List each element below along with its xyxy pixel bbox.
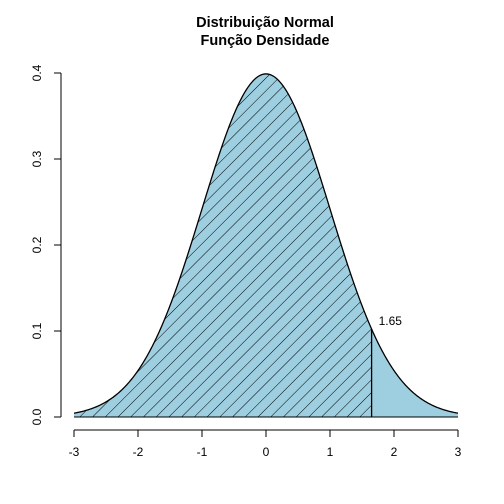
y-tick-label: 0.1	[30, 322, 44, 339]
chart-subtitle: Função Densidade	[201, 33, 330, 49]
x-tick-label: 2	[391, 445, 398, 459]
x-tick-label: 3	[455, 445, 462, 459]
y-tick-label: 0.2	[30, 236, 44, 253]
x-tick-label: -2	[133, 445, 144, 459]
x-tick-label: 0	[263, 445, 270, 459]
x-tick-label: -3	[69, 445, 80, 459]
x-tick-label: -1	[197, 445, 208, 459]
y-tick-label: 0.3	[30, 150, 44, 167]
x-axis: -3 -2 -1 0 1 2 3	[69, 429, 462, 459]
y-axis: 0.0 0.1 0.2 0.3 0.4	[30, 64, 62, 425]
y-tick-label: 0.4	[30, 64, 44, 81]
cutoff-label: 1.65	[379, 314, 403, 328]
x-tick-label: 1	[327, 445, 334, 459]
y-tick-label: 0.0	[30, 408, 44, 425]
chart-title: Distribuição Normal	[196, 15, 334, 31]
hatched-region	[74, 73, 372, 417]
density-curve	[74, 73, 458, 414]
density-layer	[74, 73, 458, 418]
